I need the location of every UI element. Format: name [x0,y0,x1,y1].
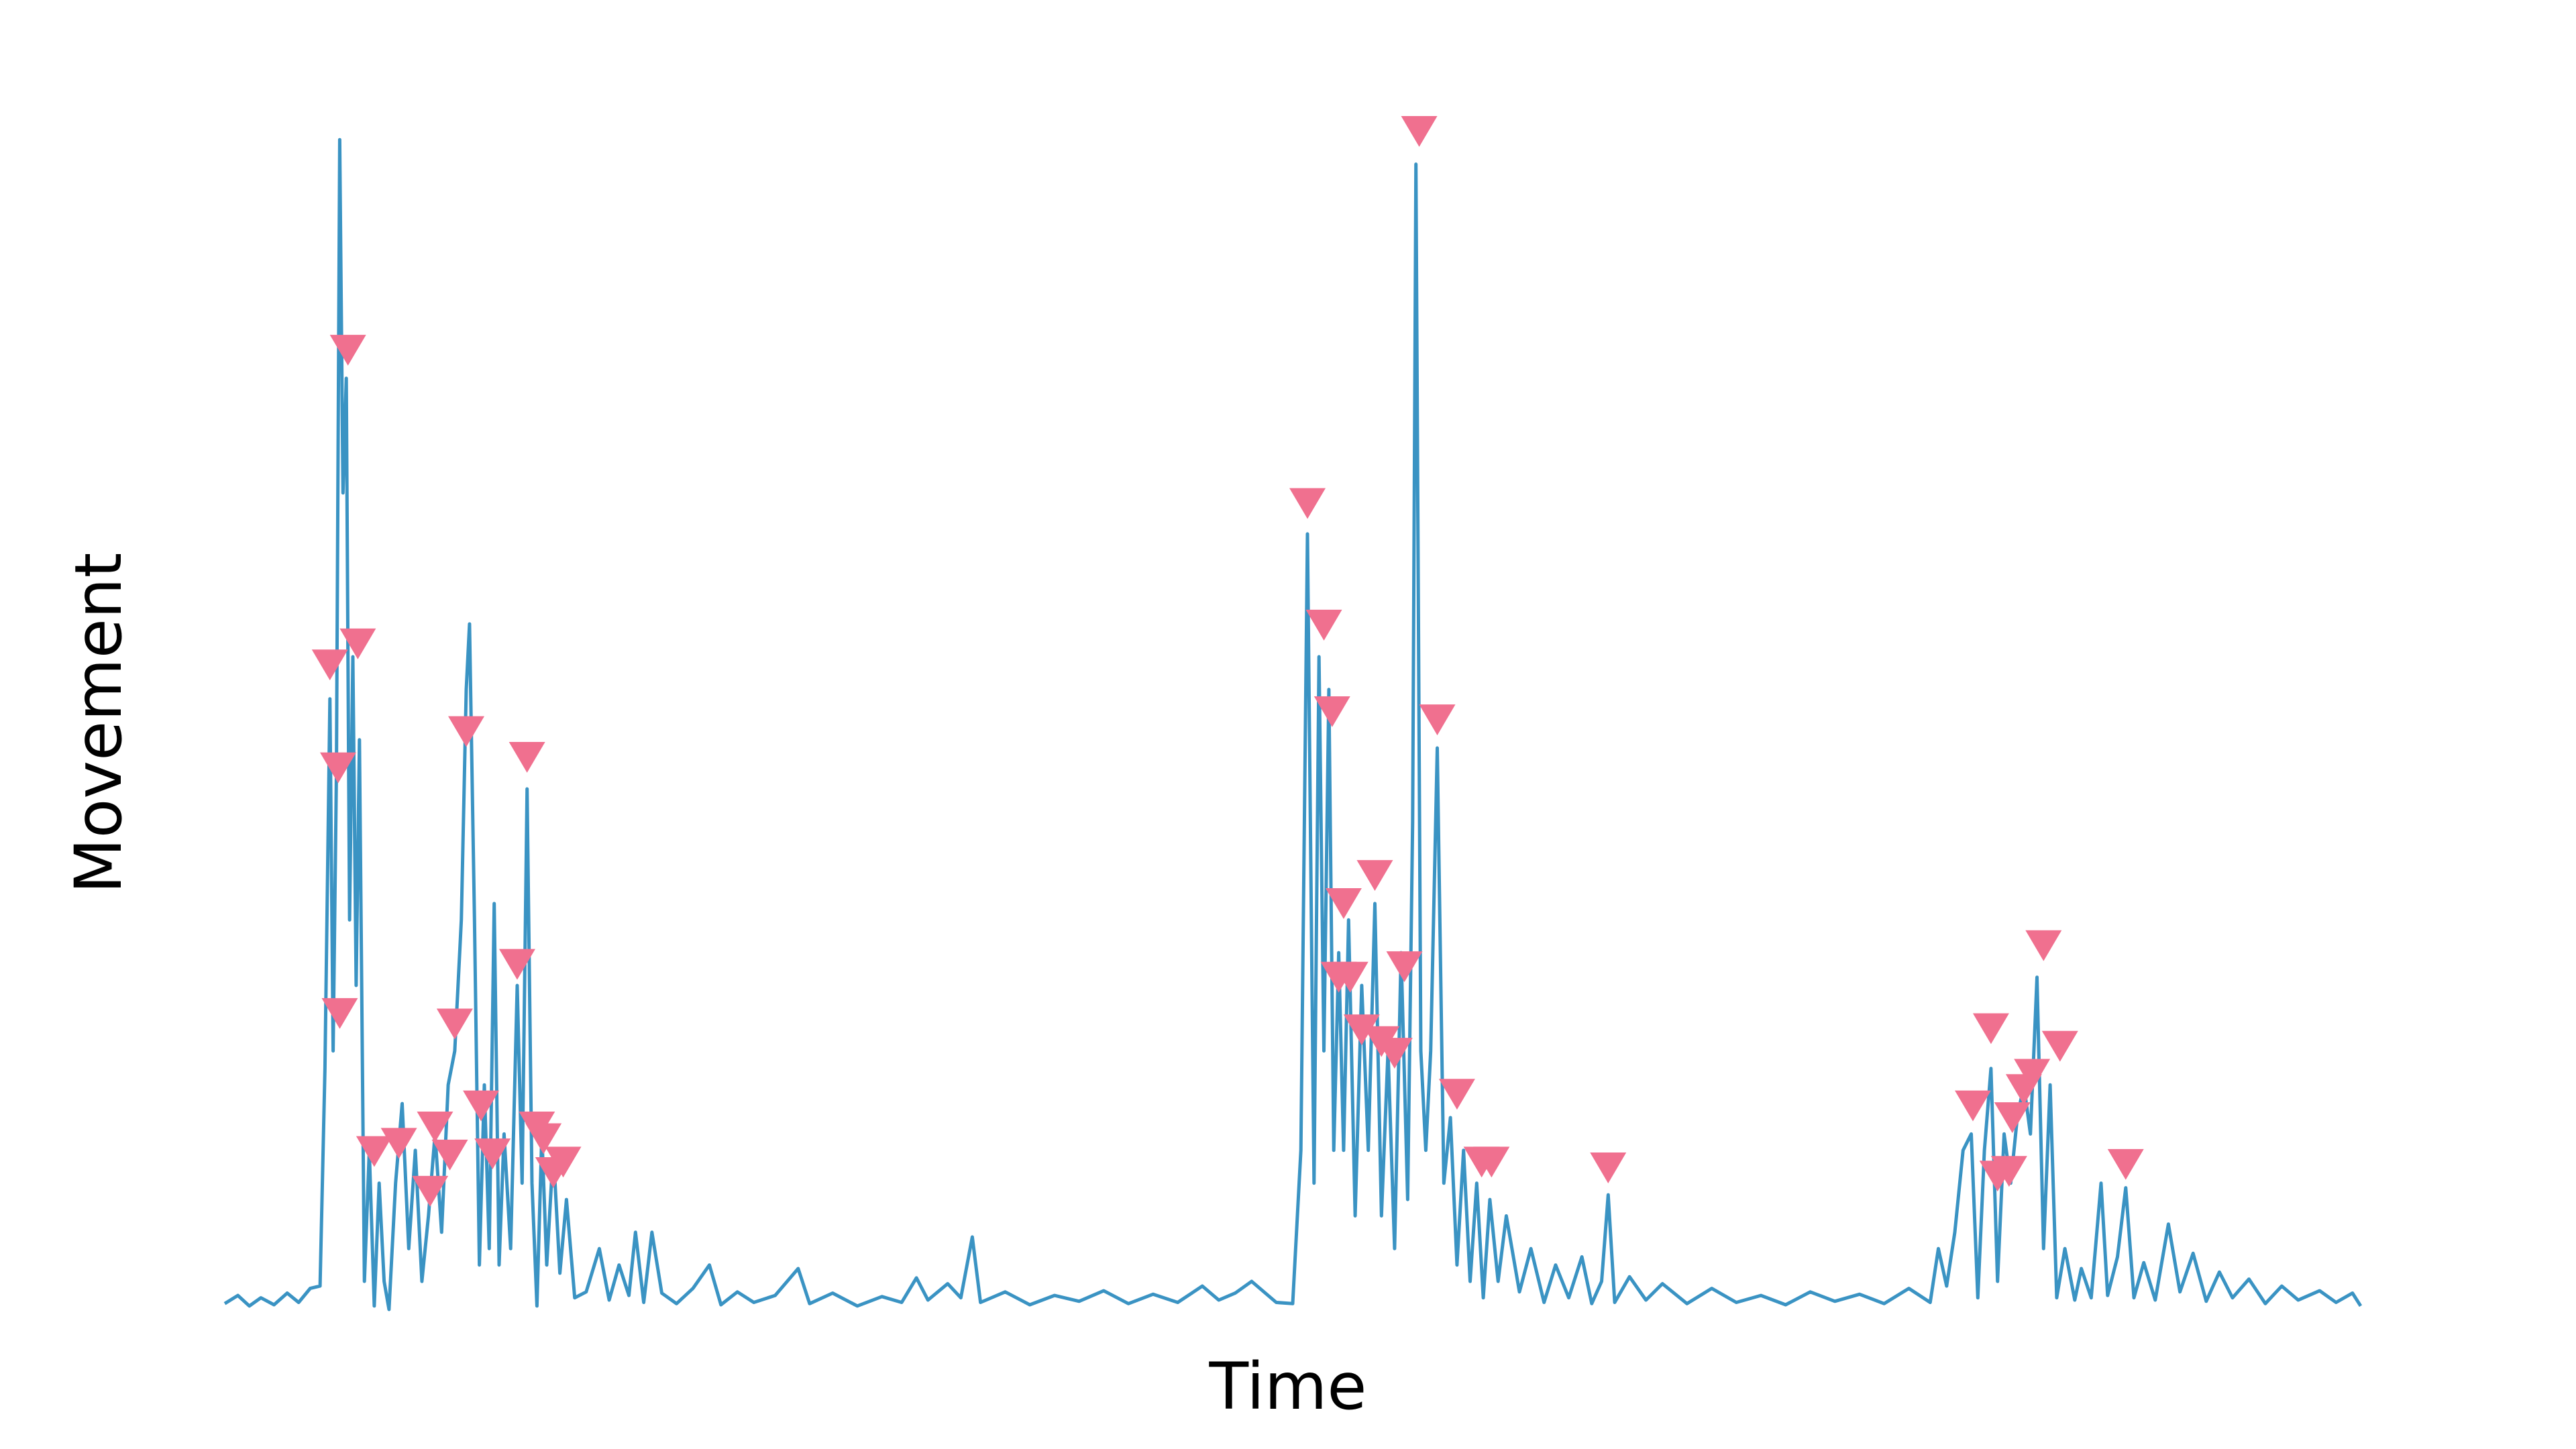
peak-marker [1954,1090,1991,1122]
peak-marker [545,1146,582,1178]
peak-marker [2107,1148,2144,1180]
peak-marker [474,1138,511,1170]
peak-marker [1343,1014,1380,1046]
peak-marker [1386,951,1423,983]
peak-marker [1289,488,1326,519]
peak-marker [1590,1152,1627,1183]
peak-marker [1376,1038,1413,1069]
peak-marker [311,649,348,681]
peak-marker [498,949,535,980]
peak-marker [1325,888,1362,919]
peak-marker [1313,696,1350,727]
x-axis-label: Time [1209,1349,1367,1424]
peak-marker [1401,116,1438,147]
peak-marker [448,716,485,747]
peak-marker [1473,1146,1510,1178]
peak-marker [2014,1059,2051,1090]
peak-marker [508,741,545,773]
peak-marker [525,1123,562,1155]
peak-marker [1332,961,1368,993]
peak-marker [412,1175,449,1207]
peak-marker [1419,704,1456,736]
peak-marker [463,1090,500,1122]
peak-marker [356,1136,392,1167]
peak-marker [1994,1102,2031,1133]
peak-marker [319,752,356,784]
peak-marker [1438,1079,1475,1110]
peak-marker [329,335,366,366]
peak-marker [2041,1030,2078,1062]
peak-marker [380,1128,417,1159]
peak-marker [1990,1156,2027,1187]
peak-marker [431,1139,468,1171]
peak-marker [1356,860,1393,891]
peak-marker [417,1112,453,1142]
peak-marker [1305,609,1342,641]
peak-marker [321,998,358,1029]
peak-marker [2025,930,2062,961]
peak-marker [1972,1013,2009,1044]
y-axis-label: Movement [61,553,136,894]
peak-marker [339,628,376,659]
peak-marker [436,1008,473,1040]
